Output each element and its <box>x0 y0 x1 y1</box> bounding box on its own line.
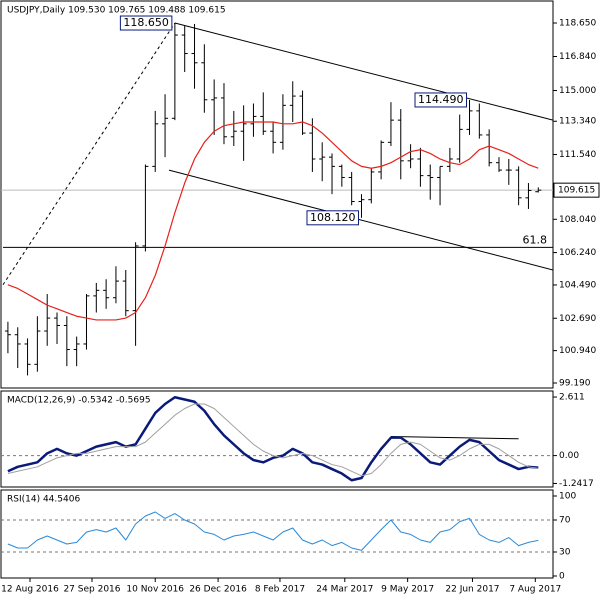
y-tick-label: 118.650 <box>559 19 596 29</box>
x-tick-label: 12 Aug 2016 <box>1 585 59 595</box>
y-tick-label: 113.340 <box>559 117 596 127</box>
trend-line <box>174 22 553 121</box>
y-tick-label: 2.611 <box>559 393 585 403</box>
series-line <box>7 396 539 482</box>
y-tick-label: 116.840 <box>559 52 596 62</box>
panel-title: MACD(12,26,9) -0.5342 -0.5695 <box>7 396 151 406</box>
annotation-box <box>306 210 359 226</box>
annotation-label: 108.120 <box>310 211 356 224</box>
trend-line <box>168 169 553 271</box>
series-line <box>7 121 539 321</box>
plot-area <box>1 396 553 482</box>
plot-area <box>1 22 553 376</box>
y-tick-label: 0 <box>559 572 565 582</box>
x-tick-label: 9 May 2017 <box>381 585 434 595</box>
x-tick-label: 24 Mar 2017 <box>316 585 373 595</box>
annotation-label: 61.8 <box>523 233 548 246</box>
x-tick-label: 27 Sep 2016 <box>63 585 120 595</box>
y-tick-label: 99.190 <box>559 379 591 389</box>
annotation-box <box>414 92 468 108</box>
annotation-box <box>119 15 173 31</box>
y-tick-label: 111.540 <box>559 150 596 160</box>
y-tick-label: -1.2417 <box>559 479 594 489</box>
panel-frame <box>0 0 554 389</box>
panel-title: USDJPY,Daily 109.530 109.765 109.488 109… <box>7 6 226 16</box>
y-tick-label: 70 <box>559 516 571 526</box>
panel-frame <box>0 390 554 488</box>
y-tick-label: 100.940 <box>559 346 596 356</box>
series-line <box>7 511 539 551</box>
panel-title: RSI(14) 44.5406 <box>7 495 80 505</box>
y-tick-label: 100 <box>559 492 576 502</box>
x-tick-label: 22 Jun 2017 <box>445 585 499 595</box>
y-tick-label: 102.690 <box>559 314 596 324</box>
x-tick-label: 7 Aug 2017 <box>509 585 561 595</box>
trend-line <box>2 22 176 286</box>
y-tick-label: 115.000 <box>559 86 596 96</box>
annotation-label: 118.650 <box>123 16 169 29</box>
annotation-label: 114.490 <box>418 93 464 106</box>
y-tick-label: 106.240 <box>559 248 596 258</box>
panel-frame <box>0 489 554 579</box>
y-tick-label: 104.490 <box>559 280 596 290</box>
last-price-label: 109.615 <box>558 186 595 196</box>
x-tick-label: 26 Dec 2016 <box>189 585 247 595</box>
y-tick-label: 30 <box>559 548 571 558</box>
plot-area <box>1 511 553 553</box>
x-tick-label: 8 Feb 2017 <box>255 585 305 595</box>
last-price-box <box>553 182 600 198</box>
y-tick-label: 0.00 <box>559 451 579 461</box>
y-tick-label: 108.040 <box>559 215 596 225</box>
x-tick-label: 10 Nov 2016 <box>126 585 184 595</box>
series-line <box>7 403 539 477</box>
trend-line <box>390 436 519 440</box>
